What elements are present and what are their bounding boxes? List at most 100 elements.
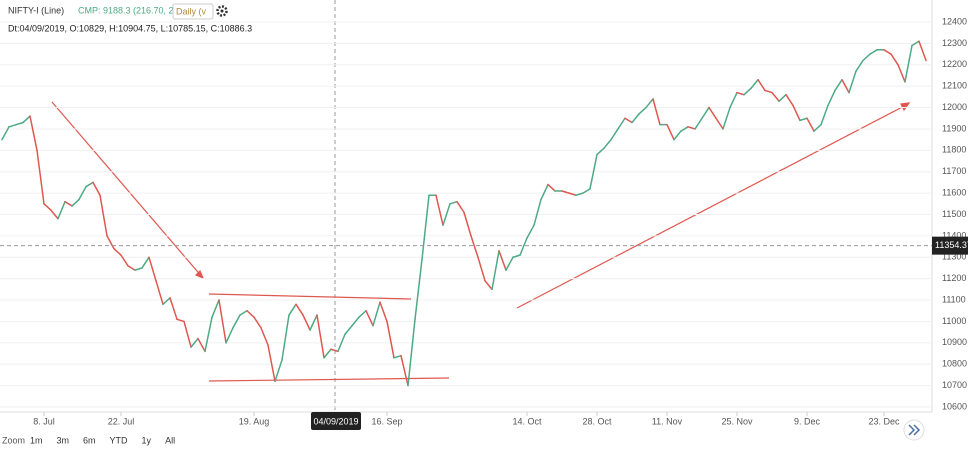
line-segment: [834, 79, 843, 92]
plot: [0, 21, 932, 408]
line-segment: [561, 190, 570, 194]
line-segment: [15, 121, 24, 126]
line-segment: [729, 91, 738, 109]
line-segment: [743, 87, 752, 96]
line-segment: [239, 310, 248, 316]
line-segment: [484, 280, 493, 291]
scroll-button[interactable]: [903, 419, 925, 441]
line-segment: [120, 254, 129, 267]
line-segment: [29, 115, 38, 152]
y-tick-label: 11000: [942, 316, 966, 326]
line-segment: [281, 314, 290, 361]
settings-icon[interactable]: [216, 5, 228, 17]
line-segment: [309, 314, 318, 331]
y-tick-label: 12100: [942, 81, 967, 91]
zoom-option[interactable]: 1y: [142, 435, 152, 445]
line-segment: [512, 254, 521, 259]
line-segment: [421, 194, 430, 261]
line-segment: [358, 310, 367, 318]
y-tick-label: 10600: [942, 401, 967, 411]
line-segment: [155, 280, 164, 306]
y-tick-label: 10700: [942, 380, 967, 390]
y-tick-label: 11400: [942, 230, 966, 240]
x-tick-label: 8. Jul: [33, 416, 55, 426]
line-segment: [589, 153, 598, 190]
line-segment: [848, 70, 857, 94]
x-tick-label: 14. Oct: [512, 416, 542, 426]
line-segment: [218, 299, 227, 344]
line-segment: [673, 130, 682, 141]
line-segment: [764, 89, 773, 94]
zoom-option[interactable]: 6m: [83, 435, 96, 445]
line-segment: [50, 209, 59, 220]
line-segment: [302, 314, 311, 331]
line-segment: [638, 106, 647, 115]
y-tick-label: 11100: [942, 294, 966, 304]
line-segment: [456, 200, 465, 214]
x-tick-label: 22. Jul: [108, 416, 135, 426]
line-segment: [778, 93, 787, 102]
y-tick-label: 11600: [942, 187, 966, 197]
line-segment: [267, 344, 276, 383]
line-segment: [862, 53, 871, 62]
line-segment: [442, 203, 451, 226]
x-tick-label: 28. Oct: [582, 416, 612, 426]
line-segment: [71, 198, 80, 207]
zoom-label: Zoom: [2, 435, 25, 445]
line-segment: [435, 194, 444, 226]
line-segment: [148, 256, 157, 282]
line-segment: [99, 194, 108, 237]
line-segment: [414, 258, 423, 321]
arrow-head: [900, 102, 911, 112]
line-segment: [225, 327, 234, 344]
scroll-arrows[interactable]: [908, 424, 921, 436]
zoom-option[interactable]: YTD: [110, 435, 129, 445]
line-segment: [106, 235, 115, 250]
line-segment: [792, 104, 801, 122]
line-segment: [505, 256, 514, 271]
line-segment: [701, 106, 710, 119]
line-segment: [393, 354, 402, 359]
channel-line: [208, 377, 450, 382]
line-segment: [204, 316, 213, 353]
line-segment: [918, 40, 927, 62]
line-segment: [407, 318, 416, 387]
gear-center[interactable]: [220, 9, 224, 13]
line-segment: [43, 203, 52, 211]
line-segment: [176, 318, 185, 323]
line-segment: [645, 98, 654, 109]
line-segment: [617, 117, 626, 130]
y-tick-label: 12400: [942, 16, 967, 26]
y-tick-label: 10800: [942, 359, 967, 369]
line-segment: [519, 237, 528, 256]
line-segment: [323, 348, 332, 359]
line-segment: [610, 128, 619, 141]
line-segment: [652, 98, 661, 126]
zoom-option[interactable]: All: [165, 435, 175, 445]
x-tick-label: 9. Dec: [794, 416, 821, 426]
line-segment: [666, 123, 675, 141]
ohlc: Dt:04/09/2019, O:10829, H:10904.75, L:10…: [8, 23, 252, 33]
line-segment: [911, 40, 920, 47]
line-segment: [890, 53, 899, 66]
y-tick-label: 11200: [942, 273, 966, 283]
interval-dropdown[interactable]: [172, 3, 214, 20]
line-segment: [575, 192, 584, 196]
trend-line: [51, 101, 204, 279]
price-label-box: [932, 236, 968, 255]
line-segment: [687, 126, 696, 130]
zoom-option[interactable]: 1m: [30, 435, 43, 445]
drawings: [51, 101, 911, 382]
zoom-option[interactable]: 3m: [57, 435, 70, 445]
x-tick-label: 19. Aug: [239, 416, 270, 426]
line-segment: [379, 301, 388, 323]
line-segment: [92, 181, 101, 196]
y-tick-label: 11700: [942, 166, 966, 176]
interval[interactable]: Daily (v: [176, 6, 207, 16]
date-label: 04/09/2019: [313, 416, 358, 426]
line-segment: [134, 267, 143, 271]
line-segment: [190, 337, 199, 348]
line-segment: [330, 348, 339, 353]
gear[interactable]: [216, 5, 228, 17]
